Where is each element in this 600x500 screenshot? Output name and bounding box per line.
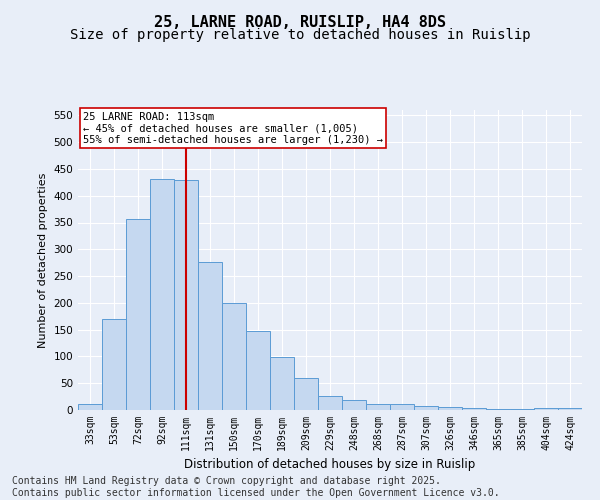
Bar: [78, 404, 102, 410]
Bar: [558, 408, 582, 410]
Bar: [342, 400, 366, 410]
Text: 25, LARNE ROAD, RUISLIP, HA4 8DS: 25, LARNE ROAD, RUISLIP, HA4 8DS: [154, 15, 446, 30]
Bar: [318, 396, 342, 410]
Bar: [438, 408, 462, 410]
Text: Size of property relative to detached houses in Ruislip: Size of property relative to detached ho…: [70, 28, 530, 42]
Y-axis label: Number of detached properties: Number of detached properties: [38, 172, 48, 348]
Bar: [294, 378, 318, 410]
Bar: [174, 180, 198, 410]
Bar: [270, 357, 294, 410]
Bar: [222, 303, 246, 410]
Bar: [246, 330, 270, 410]
Text: 25 LARNE ROAD: 113sqm
← 45% of detached houses are smaller (1,005)
55% of semi-d: 25 LARNE ROAD: 113sqm ← 45% of detached …: [83, 112, 383, 144]
Bar: [390, 404, 414, 410]
Bar: [366, 404, 390, 410]
Text: Contains HM Land Registry data © Crown copyright and database right 2025.
Contai: Contains HM Land Registry data © Crown c…: [12, 476, 500, 498]
Bar: [126, 219, 150, 410]
Bar: [462, 408, 486, 410]
Bar: [198, 262, 222, 410]
Bar: [414, 406, 438, 410]
Bar: [102, 319, 126, 410]
Bar: [486, 409, 510, 410]
Bar: [534, 408, 558, 410]
X-axis label: Distribution of detached houses by size in Ruislip: Distribution of detached houses by size …: [184, 458, 476, 471]
Bar: [150, 178, 174, 410]
